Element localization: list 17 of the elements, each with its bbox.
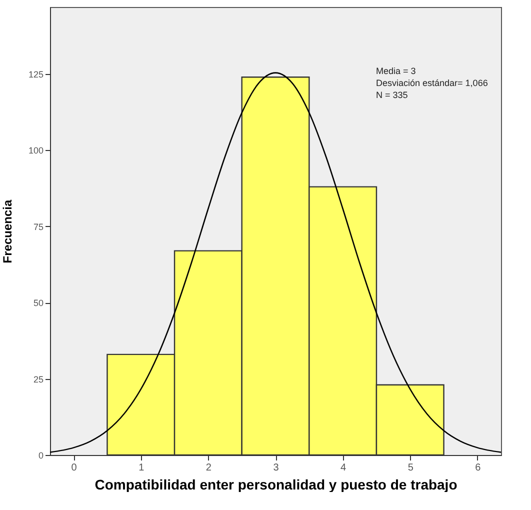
x-tick-label: 1 <box>138 462 145 474</box>
y-tick-label: 125 <box>28 70 44 80</box>
x-tick-label: 6 <box>475 462 482 474</box>
annotation: Media = 3 <box>376 66 416 76</box>
y-tick-label: 50 <box>33 298 44 308</box>
y-tick-label: 75 <box>33 222 44 232</box>
y-axis-title: Frecuencia <box>0 200 14 264</box>
annotation: Desviación estándar= 1,066 <box>376 78 488 88</box>
y-tick-label: 25 <box>33 374 44 384</box>
y-tick-label: 0 <box>38 450 44 460</box>
x-tick-label: 0 <box>71 462 78 474</box>
x-tick-label: 4 <box>340 462 347 474</box>
x-tick-label: 3 <box>273 462 280 474</box>
x-tick-label: 5 <box>408 462 414 474</box>
y-tick-label: 100 <box>28 146 44 156</box>
x-tick-label: 2 <box>206 462 212 474</box>
annotation: N = 335 <box>376 90 408 100</box>
